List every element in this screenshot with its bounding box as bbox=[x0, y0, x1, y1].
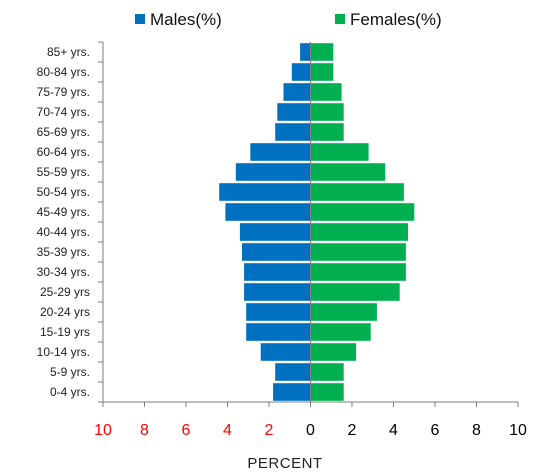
male-bar-5 bbox=[244, 283, 311, 301]
x-tick-label: 10 bbox=[509, 422, 527, 439]
x-tick-label: 0 bbox=[306, 422, 315, 439]
male-bar-15 bbox=[283, 83, 311, 101]
female-bar-11 bbox=[310, 163, 386, 181]
category-label: 75-79 yrs. bbox=[37, 85, 90, 99]
category-label: 5-9 yrs. bbox=[50, 365, 90, 379]
category-label: 45-49 yrs. bbox=[37, 205, 90, 219]
x-axis-title: PERCENT bbox=[247, 455, 322, 472]
category-label: 20-24 yrs bbox=[40, 305, 90, 319]
male-bar-10 bbox=[219, 183, 311, 201]
male-bar-17 bbox=[300, 43, 311, 61]
male-bar-9 bbox=[225, 203, 311, 221]
male-bar-7 bbox=[242, 243, 311, 261]
category-label: 30-34 yrs. bbox=[37, 265, 90, 279]
category-label: 35-39 yrs. bbox=[37, 245, 90, 259]
female-bar-15 bbox=[310, 83, 342, 101]
x-tick-label: 8 bbox=[472, 422, 481, 439]
female-bar-12 bbox=[310, 143, 369, 161]
male-bar-16 bbox=[291, 63, 311, 81]
x-tick-label: 10 bbox=[94, 422, 112, 439]
male-bar-6 bbox=[244, 263, 311, 281]
category-label: 0-4 yrs. bbox=[50, 385, 90, 399]
x-tick-label: 6 bbox=[431, 422, 440, 439]
category-label: 80-84 yrs. bbox=[37, 65, 90, 79]
male-bar-12 bbox=[250, 143, 311, 161]
category-label: 25-29 yrs bbox=[40, 285, 90, 299]
legend-swatch-females bbox=[335, 14, 345, 24]
legend-label-males: Males(%) bbox=[150, 10, 222, 29]
x-tick-labels: 10 8 6 4 2 0 2 4 6 8 10 bbox=[94, 422, 527, 439]
category-label: 50-54 yrs. bbox=[37, 185, 90, 199]
female-bar-3 bbox=[310, 323, 371, 341]
category-label: 70-74 yrs. bbox=[37, 105, 90, 119]
female-bar-5 bbox=[310, 283, 400, 301]
female-bar-4 bbox=[310, 303, 377, 321]
bars-group bbox=[219, 43, 415, 401]
legend: Males(%) Females(%) bbox=[135, 10, 442, 29]
x-tick-label: 6 bbox=[182, 422, 191, 439]
female-bar-17 bbox=[310, 43, 334, 61]
x-tick-label: 2 bbox=[348, 422, 357, 439]
category-label: 60-64 yrs. bbox=[37, 145, 90, 159]
category-labels: 0-4 yrs. 5-9 yrs. 10-14 yrs. 15-19 yrs 20-24… bbox=[37, 45, 90, 399]
female-bar-14 bbox=[310, 103, 344, 121]
male-bar-13 bbox=[275, 123, 311, 141]
female-bar-2 bbox=[310, 343, 357, 361]
male-bar-1 bbox=[275, 363, 311, 381]
female-bar-10 bbox=[310, 183, 404, 201]
female-bar-6 bbox=[310, 263, 406, 281]
male-bar-14 bbox=[277, 103, 311, 121]
female-bar-7 bbox=[310, 243, 406, 261]
male-bar-11 bbox=[235, 163, 311, 181]
legend-label-females: Females(%) bbox=[350, 10, 442, 29]
x-tick-label: 2 bbox=[265, 422, 274, 439]
axes-group bbox=[98, 41, 519, 407]
category-label: 40-44 yrs. bbox=[37, 225, 90, 239]
category-label: 15-19 yrs bbox=[40, 325, 90, 339]
male-bar-4 bbox=[246, 303, 311, 321]
male-bar-2 bbox=[260, 343, 311, 361]
female-bar-0 bbox=[310, 383, 344, 401]
male-bar-0 bbox=[273, 383, 311, 401]
female-bar-8 bbox=[310, 223, 408, 241]
female-bar-9 bbox=[310, 203, 415, 221]
male-bar-3 bbox=[246, 323, 311, 341]
x-tick-label: 4 bbox=[389, 422, 398, 439]
legend-swatch-males bbox=[135, 14, 145, 24]
male-bar-8 bbox=[239, 223, 311, 241]
x-tick-label: 4 bbox=[223, 422, 232, 439]
female-bar-16 bbox=[310, 63, 334, 81]
category-label: 85+ yrs. bbox=[47, 45, 90, 59]
category-label: 65-69 yrs. bbox=[37, 125, 90, 139]
female-bar-13 bbox=[310, 123, 344, 141]
category-label: 55-59 yrs. bbox=[37, 165, 90, 179]
female-bar-1 bbox=[310, 363, 344, 381]
category-label: 10-14 yrs. bbox=[37, 345, 90, 359]
x-tick-label: 8 bbox=[140, 422, 149, 439]
